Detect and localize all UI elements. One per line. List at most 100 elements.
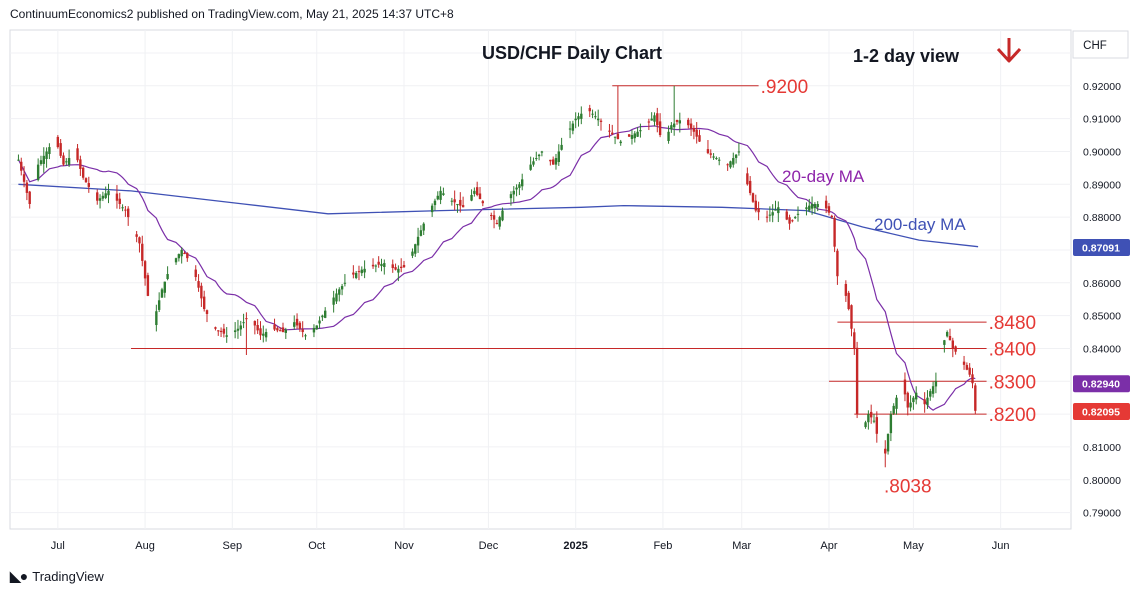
y-tick-label: 0.86000 bbox=[1083, 278, 1121, 290]
currency-box bbox=[1072, 30, 1129, 59]
tradingview-logo-icon: ◣● bbox=[10, 568, 28, 584]
candle-body bbox=[864, 422, 867, 428]
candle-body bbox=[354, 272, 358, 278]
candle-body bbox=[239, 325, 242, 330]
candle-body bbox=[965, 364, 969, 370]
candle-body bbox=[557, 151, 560, 162]
x-tick-label: 2025 bbox=[563, 540, 587, 552]
candle-body bbox=[656, 113, 659, 126]
candle-body bbox=[236, 328, 240, 331]
candle-body bbox=[498, 217, 501, 227]
candle-body bbox=[515, 187, 518, 190]
candle-body bbox=[490, 215, 493, 217]
candle-body bbox=[459, 199, 462, 206]
candle-body bbox=[892, 405, 895, 414]
y-axis: 0.790000.800000.810000.820000.830000.840… bbox=[1072, 30, 1130, 520]
y-tick-label: 0.88000 bbox=[1083, 212, 1121, 224]
candle-body bbox=[912, 397, 915, 403]
candle-body bbox=[76, 148, 79, 161]
candle-body bbox=[748, 180, 752, 194]
candle-body bbox=[647, 121, 651, 123]
candle-body bbox=[214, 327, 217, 329]
candle-body bbox=[847, 292, 850, 310]
candle-body bbox=[470, 194, 473, 201]
candle-body bbox=[718, 159, 721, 161]
ma200-label: 200-day MA bbox=[874, 215, 966, 234]
candle-body bbox=[414, 244, 417, 254]
candle-body bbox=[915, 392, 918, 400]
candle-body bbox=[596, 118, 600, 121]
candle-body bbox=[84, 178, 88, 183]
candle-body bbox=[954, 346, 957, 352]
candle-body bbox=[259, 328, 262, 336]
chart-subtitle: 1-2 day view bbox=[853, 46, 960, 66]
candle-body bbox=[338, 289, 341, 295]
candle-body bbox=[160, 289, 164, 298]
candle-body bbox=[321, 315, 324, 318]
x-tick-label: Feb bbox=[653, 540, 672, 552]
candle-body bbox=[853, 332, 856, 349]
candle-body bbox=[771, 212, 774, 216]
candle-body bbox=[219, 330, 223, 333]
candle-body bbox=[380, 263, 383, 267]
candle-body bbox=[833, 217, 836, 247]
candle-body bbox=[551, 159, 555, 165]
candle-body bbox=[616, 133, 620, 140]
candle-body bbox=[25, 182, 29, 193]
candle-body bbox=[540, 151, 544, 153]
candle-body bbox=[521, 179, 524, 187]
candle-body bbox=[422, 223, 425, 231]
x-tick-label: Nov bbox=[394, 540, 414, 552]
candle-body bbox=[599, 120, 603, 122]
candle-body bbox=[808, 205, 811, 211]
candle-body bbox=[830, 215, 833, 218]
x-tick-label: Oct bbox=[308, 540, 325, 552]
candle-body bbox=[777, 207, 780, 214]
candle-body bbox=[200, 285, 203, 299]
candle-body bbox=[399, 266, 403, 269]
candle-body bbox=[872, 420, 876, 422]
candle-body bbox=[529, 164, 532, 170]
candle-body bbox=[202, 296, 206, 310]
candle-body bbox=[943, 340, 946, 345]
candle-body bbox=[62, 155, 65, 165]
price-tag bbox=[1073, 402, 1130, 420]
level-label: .8200 bbox=[989, 405, 1037, 426]
candle-body bbox=[816, 203, 819, 208]
candle-body bbox=[461, 205, 465, 208]
candle-body bbox=[971, 374, 974, 384]
price-tag-label: 0.82940 bbox=[1082, 379, 1120, 391]
candle-body bbox=[194, 269, 197, 278]
candle-body bbox=[757, 208, 760, 213]
candle-body bbox=[608, 130, 611, 132]
candle-body bbox=[844, 283, 848, 296]
candle-body bbox=[363, 268, 366, 273]
candle-body bbox=[295, 318, 299, 326]
candle-body bbox=[433, 200, 437, 206]
candle-body bbox=[442, 193, 445, 195]
candle-body bbox=[774, 209, 777, 211]
level-label: .9200 bbox=[761, 77, 809, 98]
candle-body bbox=[436, 195, 439, 200]
candle-body bbox=[45, 151, 48, 159]
ma200-line bbox=[18, 183, 979, 248]
candle-body bbox=[456, 203, 459, 206]
y-tick-label: 0.90000 bbox=[1083, 146, 1121, 158]
candle-body bbox=[205, 310, 209, 314]
candle-body bbox=[183, 252, 186, 255]
candle-body bbox=[439, 190, 442, 200]
candle-body bbox=[926, 397, 929, 406]
level-label: .8300 bbox=[989, 372, 1037, 393]
candle-body bbox=[245, 318, 248, 320]
candle-body bbox=[28, 191, 31, 204]
candle-body bbox=[124, 209, 127, 211]
level-label: .8400 bbox=[989, 339, 1037, 360]
y-tick-label: 0.91000 bbox=[1083, 114, 1121, 126]
candle-body bbox=[81, 167, 85, 178]
candle-body bbox=[104, 193, 107, 198]
candle-body bbox=[284, 329, 287, 333]
candle-body bbox=[324, 310, 327, 318]
y-tick-label: 0.84000 bbox=[1083, 343, 1121, 355]
candle-body bbox=[186, 253, 189, 259]
